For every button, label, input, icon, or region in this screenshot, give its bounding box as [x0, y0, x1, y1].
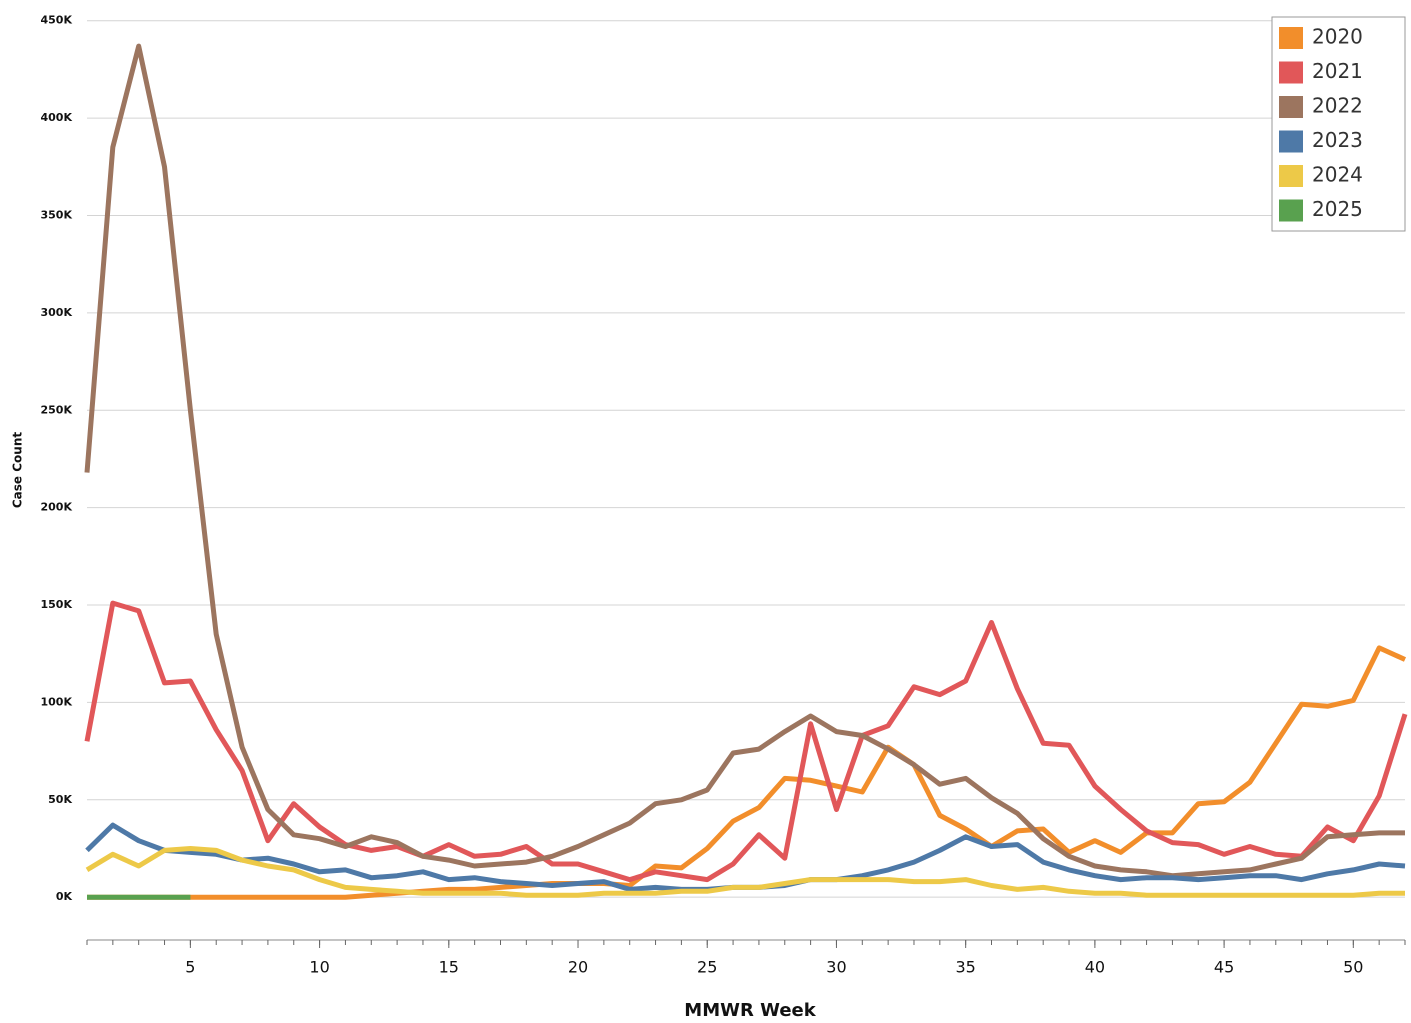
x-axis-label: MMWR Week [684, 1000, 816, 1021]
y-tick-label: 400K [41, 111, 73, 124]
legend-swatch [1279, 165, 1303, 187]
legend-label: 2020 [1312, 25, 1363, 49]
legend-swatch [1279, 61, 1303, 84]
legend-swatch [1279, 96, 1303, 118]
series-line [84, 43, 1405, 879]
x-tick-label: 35 [955, 958, 975, 977]
legend-swatch [1279, 130, 1303, 153]
legend-swatch [1279, 199, 1303, 222]
series-line [84, 600, 1408, 883]
legend-label: 2021 [1312, 59, 1363, 83]
y-axis-label: Case Count [11, 432, 25, 509]
x-tick-label: 20 [568, 958, 588, 977]
y-tick-label: 150K [41, 598, 73, 611]
series-line [85, 846, 1405, 898]
legend-label: 2024 [1312, 163, 1363, 187]
y-tick-label: 250K [41, 403, 73, 416]
legend-swatch [1279, 27, 1303, 49]
y-tick-label: 300K [41, 306, 73, 319]
y-tick-label: 350K [41, 208, 73, 221]
y-tick-label: 450K [41, 14, 73, 27]
legend-label: 2025 [1312, 197, 1363, 221]
legend-label: 2023 [1312, 128, 1363, 152]
x-tick-label: 10 [309, 958, 329, 977]
x-tick-label: 25 [697, 958, 717, 977]
x-tick-label: 30 [826, 958, 846, 977]
x-tick-label: 40 [1085, 958, 1105, 977]
legend-box [1271, 16, 1406, 232]
x-tick-label: 50 [1343, 958, 1363, 977]
legend-label: 2022 [1312, 94, 1363, 118]
series-line [85, 822, 1406, 892]
x-tick-label: 15 [439, 958, 459, 977]
y-tick-label: 0K [56, 890, 73, 903]
x-tick-label: 5 [185, 958, 195, 977]
series-line [87, 645, 1407, 900]
y-tick-label: 100K [41, 695, 73, 708]
x-tick-label: 45 [1214, 958, 1234, 977]
y-tick-label: 200K [41, 501, 73, 514]
y-tick-label: 50K [48, 793, 72, 806]
